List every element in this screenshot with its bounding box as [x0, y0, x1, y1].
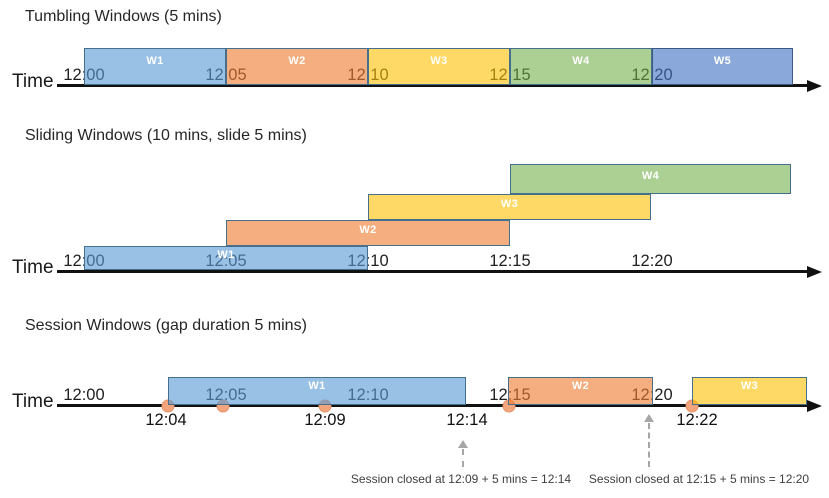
- session-closed-note: Session closed at 12:15 + 5 mins = 12:20: [588, 472, 810, 486]
- window-label: W5: [713, 54, 732, 67]
- section-title-sliding: Sliding Windows (10 mins, slide 5 mins): [25, 127, 307, 144]
- time-axis: [57, 404, 808, 407]
- window-label: W1: [308, 380, 326, 392]
- window-label: W3: [500, 198, 519, 210]
- window-box-sliding-w3: W3: [368, 194, 651, 220]
- window-box-tumbling-w4: W4: [510, 48, 652, 85]
- section-title-session: Session Windows (gap duration 5 mins): [25, 317, 307, 334]
- window-box-sliding-w2: W2: [226, 220, 510, 246]
- window-label: W2: [288, 54, 306, 67]
- tick-label-sliding-1220: 12:20: [631, 252, 673, 270]
- window-box-tumbling-w1: W1: [84, 48, 226, 85]
- window-box-sliding-w1: W1: [84, 246, 368, 270]
- window-box-tumbling-w5: W5: [652, 48, 793, 85]
- event-time-label-1204: 12:04: [145, 411, 187, 429]
- dashed-arrow-up-icon: [644, 414, 654, 422]
- window-label: W4: [572, 54, 590, 67]
- session-closed-note: Session closed at 12:09 + 5 mins = 12:14: [350, 472, 572, 486]
- time-axis: [57, 270, 808, 273]
- time-axis: [57, 84, 808, 87]
- window-label: W1: [217, 249, 235, 261]
- tick-label-sliding-1215: 12:15: [489, 252, 531, 270]
- window-box-sliding-w4: W4: [510, 164, 791, 194]
- time-axis-label: Time: [12, 71, 54, 92]
- window-label: W2: [571, 380, 590, 392]
- event-time-label-1214: 12:14: [446, 411, 488, 429]
- window-box-session-w1: W1: [168, 377, 466, 405]
- window-label: W4: [641, 170, 660, 182]
- dashed-arrow-line: [648, 423, 650, 467]
- event-time-label-1222: 12:22: [676, 411, 718, 429]
- window-label: W2: [359, 224, 377, 236]
- window-box-session-w2: W2: [508, 377, 653, 405]
- axis-arrowhead-icon: [807, 265, 822, 278]
- window-box-session-w3: W3: [692, 377, 807, 405]
- dashed-arrow-up-icon: [458, 440, 468, 448]
- section-title-tumbling: Tumbling Windows (5 mins): [25, 8, 222, 25]
- tick-label-session-1200: 12:00: [63, 386, 105, 404]
- axis-arrowhead-icon: [807, 399, 822, 412]
- event-time-label-1209: 12:09: [304, 411, 346, 429]
- window-label: W3: [430, 54, 448, 67]
- window-box-tumbling-w2: W2: [226, 48, 368, 85]
- time-axis-label: Time: [12, 257, 54, 278]
- window-label: W1: [146, 54, 164, 67]
- time-axis-label: Time: [12, 391, 54, 412]
- window-box-tumbling-w3: W3: [368, 48, 510, 85]
- axis-arrowhead-icon: [807, 79, 822, 92]
- dashed-arrow-line: [462, 449, 464, 467]
- window-label: W3: [740, 380, 759, 392]
